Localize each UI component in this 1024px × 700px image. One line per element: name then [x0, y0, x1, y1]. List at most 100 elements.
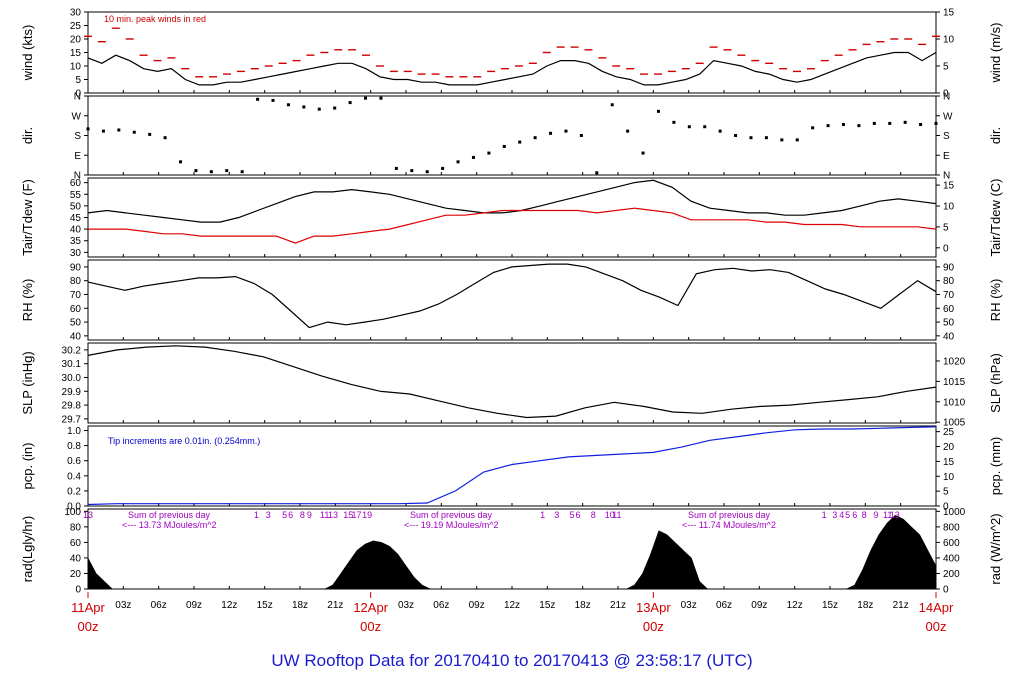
pcp-right-tick-label: 10: [943, 472, 955, 483]
radiation-area: [87, 514, 937, 590]
rad-hour-mark: 8: [862, 510, 867, 520]
dir-point: [919, 123, 923, 127]
slp-right-tick-label: 1020: [943, 356, 966, 367]
rh-right-tick-label: 40: [943, 331, 955, 342]
x-date-label: 11Apr: [71, 600, 105, 615]
x-hour-label: 12z: [221, 600, 237, 611]
x-hour-label: 12z: [504, 600, 520, 611]
rad-right-tick-label: 400: [943, 553, 960, 564]
slp-ylabel-right: SLP (hPa): [988, 353, 1003, 413]
dir-right-tick-label: N: [943, 171, 950, 182]
dir-point: [471, 155, 475, 159]
dir-point: [656, 109, 660, 113]
x-hour-label: 06z: [716, 600, 732, 611]
pcp-right-tick-label: 5: [943, 487, 949, 498]
wind-ylabel-right: wind (m/s): [988, 23, 1003, 84]
rad-hour-mark: 9: [307, 510, 312, 520]
dir-point: [456, 160, 460, 164]
x-hour-label: 15z: [822, 600, 838, 611]
x-date-hour-label: 00z: [360, 619, 381, 634]
dir-point: [286, 103, 290, 107]
pcp-left-tick-label: 0.4: [67, 471, 81, 482]
pcp-right-tick-label: 25: [943, 427, 955, 438]
slp-left-tick-label: 29.8: [62, 401, 82, 412]
rad-hour-mark: 6: [288, 510, 293, 520]
pcp-ylabel-left: pcp. (in): [20, 443, 35, 490]
dir-point: [271, 98, 275, 102]
pcp-left-tick-label: 0.8: [67, 441, 81, 452]
temp-ylabel-left: Tair/Tdew (F): [20, 179, 35, 256]
rh-left-tick-label: 80: [70, 276, 82, 287]
wind-ylabel-left: wind (kts): [20, 25, 35, 82]
dir-point: [86, 127, 90, 131]
x-hour-label: 18z: [857, 600, 873, 611]
dir-point: [163, 136, 167, 140]
x-hour-label: 15z: [539, 600, 555, 611]
temp-left-tick-label: 60: [70, 178, 82, 189]
temp-right-tick-label: 0: [943, 243, 949, 254]
rad-hour-mark: 19: [362, 510, 372, 520]
dir-point: [764, 136, 768, 140]
rad-hour-mark: 11: [883, 510, 892, 520]
panel-dir-frame: [87, 95, 937, 176]
dir-point: [734, 134, 738, 137]
x-hour-label: 21z: [893, 600, 909, 611]
dir-point: [934, 121, 938, 125]
wind-right-tick-label: 0: [943, 89, 949, 100]
rad-sum-value: <--- 11.74 MJoules/m^2: [682, 520, 776, 530]
dir-point: [626, 129, 630, 133]
rad-sum-label: Sum of previous day: [128, 510, 211, 520]
x-hour-label: 18z: [292, 600, 308, 611]
rad-right-tick-label: 1000: [943, 507, 966, 518]
x-hour-label: 21z: [327, 600, 343, 611]
x-hour-label: 03z: [398, 600, 414, 611]
x-hour-label: 06z: [151, 600, 167, 611]
series-slp: [87, 345, 937, 419]
chart-title: UW Rooftop Data for 20170410 to 20170413…: [271, 651, 753, 670]
temp-left-tick-label: 30: [70, 248, 82, 259]
rad-hour-mark: 1: [822, 510, 827, 520]
x-hour-label: 03z: [115, 600, 131, 611]
pcp-left-tick-label: 0.0: [67, 502, 81, 513]
series-wind-kts-: [87, 51, 937, 86]
panel-rh-frame: [87, 259, 937, 341]
rad-ylabel-right: rad (W/m^2): [988, 513, 1003, 584]
slp-left-tick-label: 30.0: [62, 373, 82, 384]
dir-point: [410, 169, 414, 173]
dir-point: [687, 125, 691, 129]
rad-sum-label: Sum of previous day: [688, 510, 771, 520]
rad-ylabel-left: rad(Lgly/hr): [20, 516, 35, 582]
dir-point: [364, 96, 368, 100]
x-hour-label: 15z: [257, 600, 273, 611]
dir-point: [903, 120, 907, 124]
pcp-left-tick-label: 1.0: [67, 426, 81, 437]
dir-point: [826, 124, 830, 128]
rh-right-tick-label: 50: [943, 318, 955, 329]
rad-hour-mark: 9: [873, 510, 878, 520]
dir-point: [610, 103, 614, 107]
rad-left-tick-label: 20: [70, 569, 82, 580]
wind-left-tick-label: 0: [75, 89, 81, 100]
dir-point: [225, 169, 229, 173]
pcp-right-tick-label: 20: [943, 442, 955, 453]
x-hour-label: 03z: [681, 600, 697, 611]
dir-ylabel-left: dir.: [20, 127, 35, 144]
dir-point: [317, 107, 321, 111]
rad-right-tick-label: 800: [943, 522, 960, 533]
dir-point: [641, 151, 645, 155]
wind-left-tick-label: 15: [70, 48, 82, 59]
x-hour-label: 12z: [787, 600, 803, 611]
dir-point: [209, 170, 213, 174]
rh-left-tick-label: 70: [70, 290, 82, 301]
dir-right-tick-label: W: [943, 111, 953, 122]
series-tair: [87, 179, 937, 223]
wind-right-tick-label: 15: [943, 8, 955, 19]
rad-hour-mark: 1: [254, 510, 259, 520]
pcp-ylabel-right: pcp. (mm): [988, 437, 1003, 496]
x-hour-label: 09z: [751, 600, 767, 611]
dir-left-tick-label: E: [74, 151, 81, 162]
x-hour-label: 18z: [575, 600, 591, 611]
rad-left-tick-label: 80: [70, 522, 82, 533]
rh-left-tick-label: 60: [70, 304, 82, 315]
dir-ylabel-right: dir.: [988, 127, 1003, 144]
